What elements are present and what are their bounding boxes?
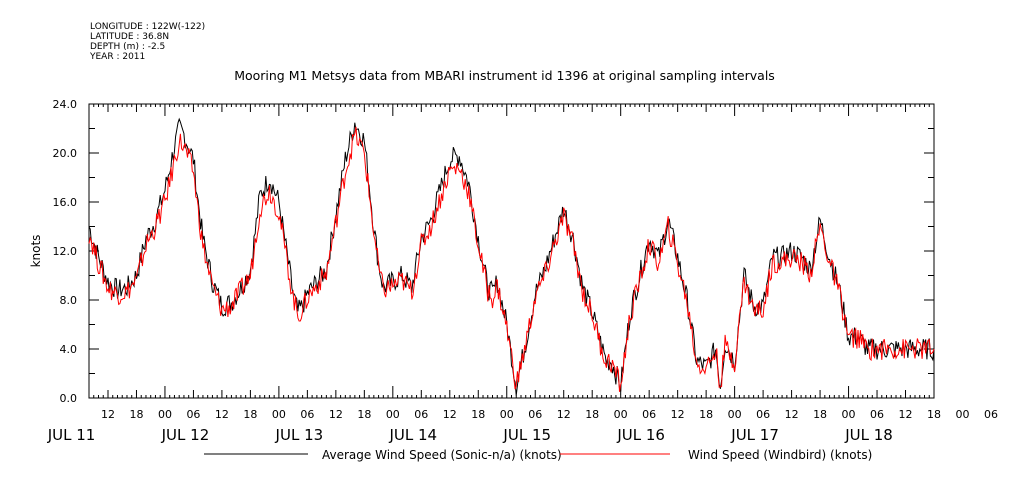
y-tick-label: 8.0 xyxy=(60,294,78,307)
y-tick-label: 16.0 xyxy=(53,196,78,209)
x-tick-label: 18 xyxy=(927,408,941,421)
x-day-label: JUL 15 xyxy=(502,426,551,444)
y-tick-label: 24.0 xyxy=(53,98,78,111)
x-tick-label: 00 xyxy=(386,408,400,421)
x-day-label: JUL 14 xyxy=(388,426,437,444)
x-tick-label: 00 xyxy=(272,408,286,421)
y-axis: 0.0 4.0 8.0 12.0 16.0 20.0 24.0 xyxy=(53,98,934,405)
x-tick-label: 00 xyxy=(500,408,514,421)
series-windbird-wind-speed xyxy=(88,126,935,392)
x-tick-label: 06 xyxy=(414,408,428,421)
x-tick-label: 00 xyxy=(728,408,742,421)
series-lines xyxy=(88,117,935,396)
x-tick-label: 12 xyxy=(899,408,913,421)
y-tick-label: 20.0 xyxy=(53,147,78,160)
x-tick-label: 06 xyxy=(186,408,200,421)
x-day-label: JUL 11 xyxy=(47,426,96,444)
x-tick-label: 18 xyxy=(471,408,485,421)
x-axis: 12 18 00 06 12 18 00 06 12 18 00 06 12 18 00 06 12 18 00 06… xyxy=(47,104,998,444)
x-tick-label: 12 xyxy=(557,408,571,421)
x-tick-label: 00 xyxy=(842,408,856,421)
x-tick-label: 00 xyxy=(158,408,172,421)
x-tick-label: 18 xyxy=(129,408,143,421)
y-tick-label: 4.0 xyxy=(60,343,78,356)
legend-label-average: Average Wind Speed (Sonic-n/a) (knots) xyxy=(322,448,562,462)
x-tick-label: 12 xyxy=(329,408,343,421)
station-metadata: LONGITUDE : 122W(-122) LATITUDE : 36.8N … xyxy=(90,22,205,62)
x-tick-label: 18 xyxy=(699,408,713,421)
x-tick-label: 06 xyxy=(642,408,656,421)
x-tick-label: 12 xyxy=(785,408,799,421)
x-tick-label: 06 xyxy=(984,408,998,421)
depth-label: DEPTH (m) : -2.5 xyxy=(90,42,166,52)
x-tick-label: 00 xyxy=(614,408,628,421)
chart-title: Mooring M1 Metsys data from MBARI instru… xyxy=(234,68,775,83)
legend: Average Wind Speed (Sonic-n/a) (knots) W… xyxy=(204,448,872,462)
x-tick-label: 12 xyxy=(215,408,229,421)
x-tick-label: 06 xyxy=(756,408,770,421)
latitude-label: LATITUDE : 36.8N xyxy=(90,32,170,42)
x-day-label: JUL 17 xyxy=(730,426,779,444)
y-tick-label: 0.0 xyxy=(60,392,78,405)
year-label: YEAR : 2011 xyxy=(90,52,146,62)
x-tick-label: 12 xyxy=(671,408,685,421)
x-tick-label: 00 xyxy=(955,408,969,421)
x-day-label: JUL 18 xyxy=(844,426,893,444)
x-tick-label: 18 xyxy=(813,408,827,421)
x-tick-label: 06 xyxy=(870,408,884,421)
x-tick-label: 18 xyxy=(243,408,257,421)
longitude-label: LONGITUDE : 122W(-122) xyxy=(90,22,206,32)
y-tick-label: 12.0 xyxy=(53,245,78,258)
y-axis-label: knots xyxy=(29,235,43,268)
legend-label-windbird: Wind Speed (Windbird) (knots) xyxy=(688,448,872,462)
x-tick-label: 06 xyxy=(300,408,314,421)
x-tick-label: 12 xyxy=(443,408,457,421)
x-tick-label: 12 xyxy=(101,408,115,421)
x-tick-label: 06 xyxy=(528,408,542,421)
x-day-label: JUL 12 xyxy=(161,426,210,444)
x-day-label: JUL 16 xyxy=(616,426,665,444)
x-tick-label: 18 xyxy=(585,408,599,421)
x-day-label: JUL 13 xyxy=(275,426,324,444)
x-tick-label: 18 xyxy=(357,408,371,421)
